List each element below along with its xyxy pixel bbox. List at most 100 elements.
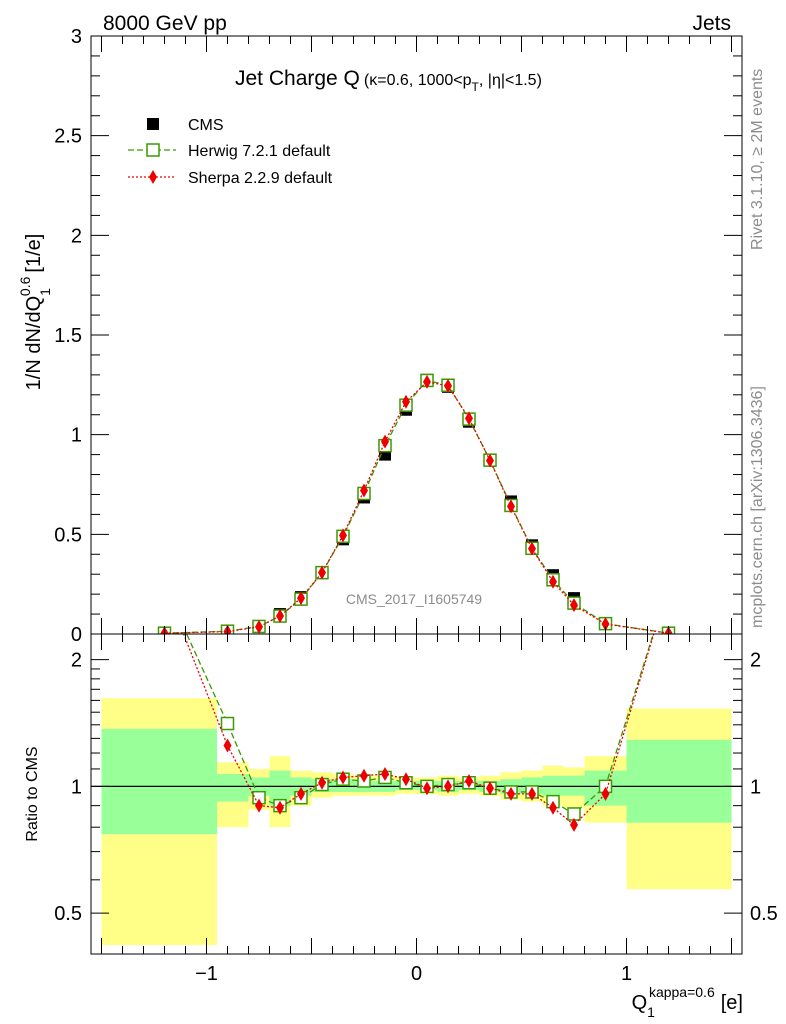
ratio-band-inner (269, 770, 291, 806)
main-y-tick-label: 0 (71, 624, 82, 646)
ratio-point-sherpa (601, 786, 610, 801)
legend-entry-sherpa: Sherpa 2.2.9 default (128, 170, 333, 187)
main-point-sherpa (465, 411, 473, 426)
main-point-sherpa (601, 617, 610, 632)
ratio-y-tick-label-left: 1 (71, 776, 82, 798)
main-y-tick-labels: 0 0.5 1 1.5 2 2.5 3 (54, 26, 82, 646)
ratio-axis-ticks (91, 634, 742, 954)
x-axis-label-unit: [e] (721, 992, 743, 1014)
main-point-sherpa (276, 609, 284, 624)
legend-label-cms: CMS (188, 117, 224, 134)
x-axis-label: Q1 kappa=0.6 [e] (632, 984, 743, 1020)
main-y-axis-label-sup: 0.6 (17, 276, 33, 296)
ratio-band-inner (542, 775, 564, 796)
x-tick-labels: −1 0 1 (195, 963, 632, 985)
analysis-watermark: CMS_2017_I1605749 (346, 591, 482, 607)
main-point-sherpa (570, 598, 578, 613)
chart-title: Jet Charge Q (κ=0.6, 1000<pT, |η|<1.5) (235, 67, 542, 94)
main-point-sherpa (528, 541, 536, 556)
x-tick-label: 0 (411, 963, 422, 985)
ratio-y-tick-label-right: 1 (750, 776, 761, 798)
main-point-sherpa (507, 499, 515, 514)
ratio-point-sherpa (402, 772, 410, 787)
ratio-point-sherpa (528, 786, 536, 801)
x-tick-label: −1 (195, 963, 218, 985)
ratio-y-tick-labels: 0.5 0.5 1 1 2 2 (54, 650, 778, 926)
mcplots-reference-label: mcplots.cern.ch [arXiv:1306.3436] (749, 386, 766, 628)
ratio-panel: 0.5 0.51 12 2 −1 0 1 Ratio to CMS Q1kappa=0.6… (24, 633, 778, 1020)
ratio-band-inner (101, 728, 217, 835)
x-axis-label-text: Q (632, 992, 648, 1014)
ratio-point-sherpa (549, 800, 557, 815)
ratio-band-inner (626, 739, 732, 823)
main-point-sherpa (549, 574, 557, 589)
main-y-tick-label: 1.5 (54, 325, 82, 347)
ratio-y-axis-label: Ratio to CMS (24, 746, 41, 841)
main-y-tick-label: 2.5 (54, 126, 82, 148)
main-point-sherpa (402, 394, 410, 409)
legend: CMS Herwig 7.2.1 default Sherpa 2.2.9 de… (128, 117, 333, 187)
ratio-point-sherpa (276, 800, 284, 815)
legend-marker-sherpa (149, 170, 157, 184)
main-y-tick-label: 3 (71, 26, 82, 48)
x-axis-label-sub: 1 (647, 1004, 655, 1020)
chart-title-main: Jet Charge Q (235, 67, 360, 90)
legend-marker-cms (147, 118, 159, 130)
process-label: Jets (692, 12, 731, 35)
ratio-y-tick-label-left: 0.5 (54, 903, 82, 925)
ratio-point-sherpa (223, 738, 232, 753)
main-point-sherpa (486, 453, 494, 468)
ratio-point-sherpa (486, 781, 494, 796)
main-panel: 0 0.5 1 1.5 2 2.5 3 CMS_2017_I1605749 Jet Char… (17, 26, 743, 646)
main-y-axis-label: 1/N dN/dQ1 0.6 [1/e] (17, 234, 53, 391)
legend-entry-cms: CMS (147, 117, 224, 134)
legend-entry-herwig: Herwig 7.2.1 default (128, 143, 331, 160)
main-point-sherpa (297, 591, 305, 606)
main-point-sherpa (318, 565, 326, 580)
ratio-y-tick-label-left: 2 (71, 650, 82, 672)
rivet-version-label: Rivet 3.1.10, ≥ 2M events (749, 69, 766, 250)
ratio-point-sherpa (318, 775, 326, 790)
energy-label: 8000 GeV pp (103, 12, 227, 35)
ratio-point-sherpa (570, 817, 578, 832)
ratio-y-tick-label-right: 2 (750, 650, 761, 672)
ratio-line-sherpa (182, 634, 655, 826)
main-y-tick-label: 0.5 (54, 524, 82, 546)
chart-title-cut-tail: , |η|<1.5) (479, 72, 542, 89)
main-line-sherpa (164, 381, 669, 634)
ratio-point-sherpa (381, 766, 389, 781)
legend-label-sherpa: Sherpa 2.2.9 default (188, 170, 333, 187)
ratio-point-sherpa (465, 773, 473, 788)
main-y-axis-label-text: 1/N dN/dQ (23, 296, 45, 390)
main-point-sherpa (381, 434, 389, 449)
main-point-sherpa (444, 378, 452, 393)
ratio-band-inner (217, 773, 249, 802)
ratio-band-inner (563, 775, 585, 796)
x-axis-label-sup: kappa=0.6 (649, 984, 715, 1000)
chart-title-cut: (κ=0.6, 1000<p (364, 72, 472, 89)
main-point-sherpa (360, 483, 368, 498)
x-tick-label: 1 (621, 963, 632, 985)
main-y-tick-label: 1 (71, 425, 82, 447)
main-y-axis-label-sub: 1 (37, 288, 53, 296)
main-axis-ticks (91, 35, 742, 635)
ratio-series-layer (91, 634, 742, 946)
main-point-sherpa (423, 374, 431, 389)
ratio-point-sherpa (444, 779, 452, 794)
ratio-point-sherpa (423, 781, 431, 796)
chart-title-cut-sub: T (472, 80, 480, 94)
main-y-axis-label-unit: [1/e] (23, 234, 45, 273)
main-point-sherpa (255, 619, 263, 634)
ratio-y-tick-label-right: 0.5 (750, 903, 778, 925)
legend-marker-herwig (146, 143, 160, 157)
ratio-point-sherpa (339, 770, 347, 785)
ratio-point-sherpa (360, 768, 368, 783)
ratio-point-herwig (220, 716, 235, 731)
main-point-sherpa (339, 528, 347, 543)
ratio-point-sherpa (507, 786, 515, 801)
ratio-point-sherpa (255, 798, 263, 813)
legend-label-herwig: Herwig 7.2.1 default (188, 143, 331, 160)
ratio-point-sherpa (297, 786, 305, 801)
main-y-tick-label: 2 (71, 225, 82, 247)
